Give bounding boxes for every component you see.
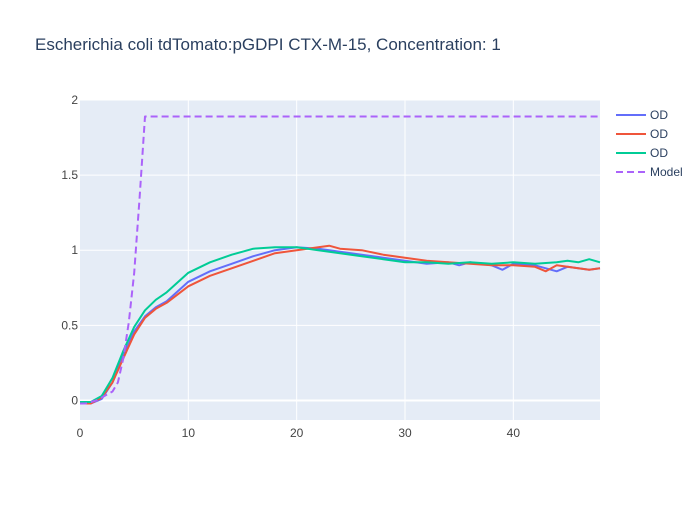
series-line-1 — [80, 246, 601, 405]
legend[interactable]: OD OD OD Model — [616, 108, 683, 179]
series-lines — [80, 115, 601, 405]
legend-label-2[interactable]: OD — [650, 127, 668, 141]
x-tick-label: 30 — [398, 426, 412, 440]
x-tick-label: 10 — [182, 426, 196, 440]
legend-label-1[interactable]: OD — [650, 108, 668, 122]
chart-title: Escherichia coli tdTomato:pGDPI CTX-M-15… — [35, 35, 501, 54]
x-tick-label: 20 — [290, 426, 304, 440]
series-line-3 — [80, 246, 601, 403]
series-line-4 — [80, 115, 600, 405]
series-line-2 — [80, 244, 601, 405]
tick-labels: 0 10 20 30 40 0 0.5 1 1.5 2 — [61, 93, 520, 440]
grid-lines — [80, 99, 600, 420]
legend-label-4[interactable]: Model — [650, 165, 683, 179]
legend-label-3[interactable]: OD — [650, 146, 668, 160]
y-tick-label: 1.5 — [61, 168, 78, 182]
x-tick-label: 0 — [77, 426, 84, 440]
y-tick-label: 0.5 — [61, 318, 78, 332]
y-tick-label: 2 — [71, 93, 78, 107]
x-tick-label: 40 — [507, 426, 521, 440]
y-tick-label: 1 — [71, 243, 78, 257]
plot-area-background — [80, 100, 600, 420]
y-tick-label: 0 — [71, 393, 78, 407]
